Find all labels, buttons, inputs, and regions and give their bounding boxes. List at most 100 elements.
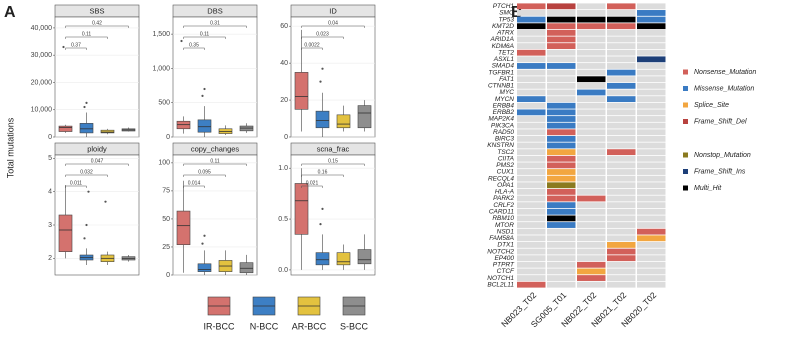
box [336, 252, 351, 266]
cell [637, 29, 666, 36]
legend-swatch [683, 119, 688, 124]
legend-label: Frame_Shift_Del [694, 118, 747, 125]
panel-label: B [511, 4, 523, 21]
cell [637, 255, 666, 262]
cell [637, 69, 666, 76]
cell [637, 215, 666, 222]
gene-label: KMT2D [492, 23, 514, 30]
gene-label: OPA1 [497, 182, 514, 189]
legend-swatch [683, 169, 688, 174]
cell [637, 23, 666, 30]
cell [547, 202, 576, 209]
y-tick-label: 30,000 [31, 52, 53, 59]
cell [637, 202, 666, 209]
cell [577, 36, 606, 43]
gene-label: FAM58A [489, 235, 514, 242]
gene-label: PARK2 [493, 195, 514, 202]
cell [547, 3, 576, 10]
cell [577, 149, 606, 156]
cell [637, 16, 666, 23]
cell [547, 49, 576, 56]
bracket [65, 174, 108, 177]
box [294, 183, 309, 235]
cell [547, 222, 576, 228]
plot-area [172, 16, 258, 138]
cell [547, 122, 576, 129]
cell [637, 281, 666, 288]
bracket [65, 36, 108, 39]
y-tick-label: 75 [162, 188, 170, 195]
cell [517, 255, 546, 262]
cell [517, 3, 546, 10]
cell [577, 43, 606, 49]
cell [517, 182, 546, 189]
outlier [83, 105, 86, 109]
cell [547, 149, 576, 156]
p-value: 0.0022 [304, 42, 320, 48]
cell [607, 235, 636, 242]
cell [577, 248, 606, 255]
y-tick-label: 0.5 [278, 216, 288, 223]
outlier [201, 94, 204, 97]
cell [577, 155, 606, 162]
box [58, 214, 73, 252]
cell [547, 135, 576, 142]
cell [517, 135, 546, 142]
cell [547, 96, 576, 103]
y-tick-label: 20 [280, 97, 288, 104]
p-value: 0.014 [188, 180, 201, 186]
cell [577, 29, 606, 36]
cell [547, 43, 576, 49]
y-tick-label: 40,000 [31, 25, 53, 32]
gene-label: TGFBR1 [488, 69, 514, 76]
outlier [319, 223, 322, 226]
cell [637, 109, 666, 116]
outlier [201, 242, 204, 245]
cell [607, 63, 636, 69]
gene-label: CIITA [498, 155, 514, 162]
gene-label: NOTCH2 [487, 248, 514, 255]
cell [517, 122, 546, 129]
cell [637, 208, 666, 215]
gene-label: KDM6A [492, 43, 514, 50]
cell [517, 109, 546, 116]
cell [547, 56, 576, 63]
cell [547, 82, 576, 89]
facet-title: copy_changes [191, 144, 240, 153]
bracket [183, 163, 247, 166]
outlier [203, 234, 206, 237]
gene-label: KNSTRN [487, 142, 514, 149]
cell [577, 188, 606, 195]
cell [517, 69, 546, 76]
cell [577, 208, 606, 215]
p-value: 0.04 [328, 20, 338, 26]
cell [607, 56, 636, 63]
gene-label: BIRC3 [495, 136, 515, 143]
cell [577, 69, 606, 76]
y-tick-label: 0.0 [278, 267, 288, 274]
cell [607, 242, 636, 248]
gene-label: CTNNB1 [488, 83, 514, 90]
cell [607, 116, 636, 122]
outlier [319, 80, 322, 83]
cell [637, 222, 666, 228]
cell [577, 228, 606, 235]
box [58, 125, 73, 132]
gene-label: PIK3CA [491, 122, 514, 129]
cell [607, 268, 636, 275]
cell [517, 215, 546, 222]
cell [577, 49, 606, 56]
bracket [301, 47, 323, 50]
cell [577, 135, 606, 142]
cell [607, 195, 636, 202]
cell [577, 56, 606, 63]
gene-label: ERBB4 [493, 102, 515, 109]
cell [577, 215, 606, 222]
cell [517, 76, 546, 83]
y-tick-label: 100 [158, 160, 170, 167]
cell [517, 195, 546, 202]
y-tick-label: 4 [48, 189, 52, 196]
p-value: 0.31 [210, 20, 220, 26]
cell [607, 162, 636, 169]
y-axis-label: Total mutations [5, 117, 15, 178]
